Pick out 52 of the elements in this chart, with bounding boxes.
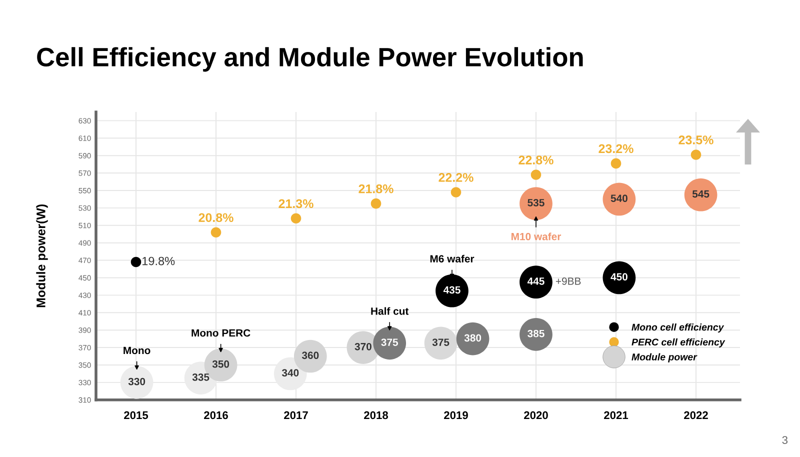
y-axis-title: Module power(W) bbox=[36, 204, 48, 308]
x-tick-label: 2021 bbox=[604, 411, 628, 420]
data-label: 380 bbox=[464, 334, 482, 342]
point bbox=[210, 227, 222, 238]
x-tick-label: 2019 bbox=[444, 411, 468, 420]
annotation: 20.8% bbox=[198, 213, 234, 222]
data-label: 540 bbox=[610, 194, 628, 202]
annotation: M10 wafer bbox=[512, 232, 562, 240]
data-label: 435 bbox=[443, 286, 460, 294]
x-tick-label: 2016 bbox=[204, 411, 228, 420]
data-label: 370 bbox=[354, 342, 372, 350]
point bbox=[530, 170, 542, 180]
data-label: 350 bbox=[212, 360, 230, 368]
x-tick-label: 2015 bbox=[124, 411, 148, 420]
data-label: 330 bbox=[128, 378, 146, 386]
annotation: Mono PERC bbox=[192, 329, 250, 337]
point bbox=[610, 158, 622, 169]
annotation: Mono bbox=[124, 346, 150, 354]
point bbox=[130, 256, 142, 268]
point bbox=[290, 213, 302, 224]
data-label: 545 bbox=[692, 190, 710, 198]
point bbox=[450, 187, 462, 198]
data-label: 445 bbox=[527, 278, 544, 285]
x-tick-label: 2018 bbox=[364, 411, 388, 420]
annotation: 19.8% bbox=[142, 256, 175, 266]
annotation: 21.3% bbox=[278, 199, 314, 208]
annotation: 21.8% bbox=[358, 184, 394, 194]
annotation: 22.8% bbox=[518, 156, 554, 164]
legend-label: PERC cell efficiency bbox=[632, 338, 726, 348]
data-label: 340 bbox=[282, 369, 299, 377]
legend-label: Mono cell efficiency bbox=[632, 323, 724, 333]
data-label: 375 bbox=[381, 338, 398, 346]
annotation: +9BB bbox=[556, 278, 581, 285]
x-tick-label: 2022 bbox=[684, 411, 708, 420]
data-label: 335 bbox=[192, 373, 210, 381]
data-label: 450 bbox=[610, 273, 628, 281]
text: 3 bbox=[782, 436, 788, 444]
annotation: Half cut bbox=[371, 307, 409, 315]
data-label: 535 bbox=[528, 198, 544, 206]
chart-title: Cell Efficiency and Module Power Evolution bbox=[37, 47, 583, 72]
annotation: M6 wafer bbox=[430, 254, 474, 262]
annotation: 23.5% bbox=[678, 136, 714, 144]
annotation: 23.2% bbox=[598, 144, 634, 154]
point bbox=[690, 150, 702, 160]
x-tick-label: 2020 bbox=[524, 411, 548, 420]
data-label: 385 bbox=[528, 330, 544, 338]
annotation: 22.2% bbox=[438, 173, 474, 182]
x-tick-label: 2017 bbox=[284, 411, 308, 420]
data-label: 360 bbox=[302, 352, 319, 360]
data-label: 375 bbox=[432, 338, 450, 346]
legend-label: Module power bbox=[632, 353, 698, 362]
point bbox=[370, 198, 382, 209]
